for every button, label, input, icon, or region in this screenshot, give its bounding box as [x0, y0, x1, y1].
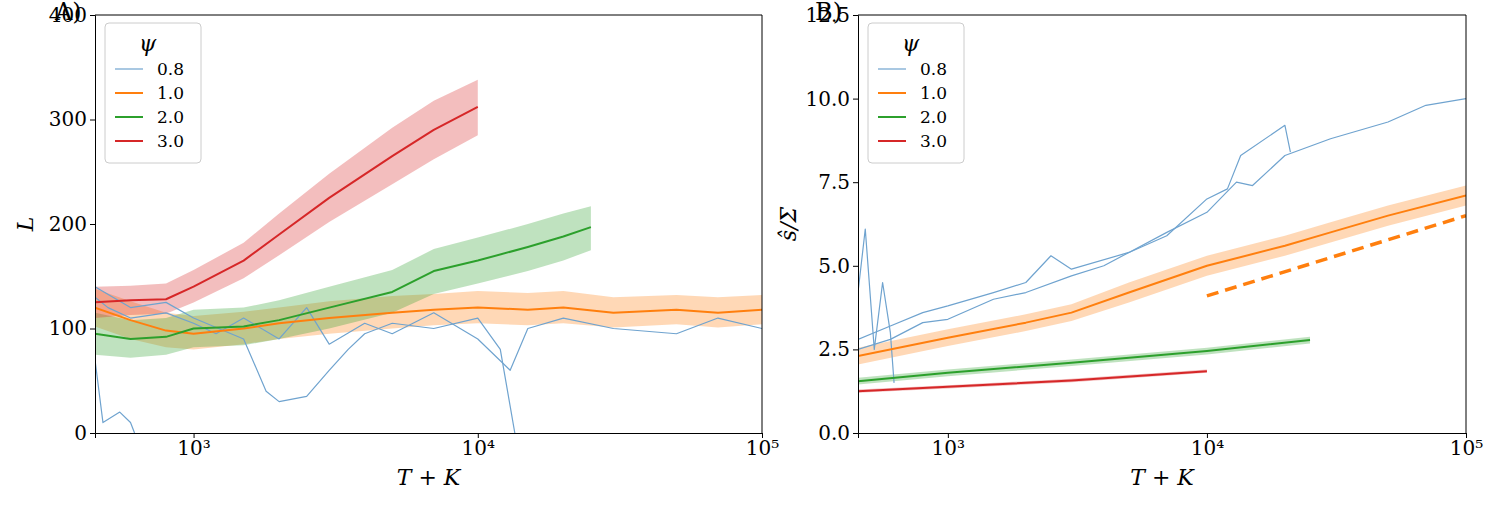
y-axis: 0.02.55.07.510.012.5 [805, 3, 858, 445]
series-line [858, 371, 1207, 391]
tick-mark [853, 99, 858, 100]
tick-label: 10⁴ [462, 436, 495, 460]
x-axis-title: T + K [397, 465, 462, 490]
y-tick: 100 [49, 316, 95, 340]
series-line [95, 308, 762, 334]
frame [858, 15, 1466, 16]
confidence-band [858, 369, 1207, 392]
panel: 10³10⁴10⁵0100200300400T + KLA)ψ0.81.02.0… [13, 0, 779, 490]
tick-mark [853, 266, 858, 267]
legend-label: 1.0 [157, 83, 184, 103]
frame [1466, 15, 1467, 433]
tick-label: 10³ [177, 436, 210, 460]
tick-mark [90, 15, 95, 16]
axis-line [90, 16, 96, 434]
series-line [858, 196, 1466, 357]
legend-swatch [115, 140, 143, 142]
legend-swatch [115, 116, 143, 118]
legend: ψ0.8 1.0 2.0 3.0 [105, 23, 201, 163]
frame [762, 15, 763, 433]
legend-swatch [878, 92, 906, 94]
tick-label: 10³ [932, 436, 965, 460]
y-axis-title: ŝ/Σ [776, 206, 801, 241]
tick-label: 7.5 [818, 170, 850, 194]
y-tick: 10.0 [805, 87, 858, 111]
figure: 10³10⁴10⁵0100200300400T + KLA)ψ0.81.02.0… [0, 0, 1500, 525]
legend-title: ψ [902, 31, 920, 56]
legend-label: 0.8 [920, 59, 947, 79]
x-tick: 10⁴ [462, 433, 495, 460]
y-tick: 0 [74, 421, 95, 445]
confidence-band [858, 337, 1310, 385]
panel-label: A) [54, 0, 82, 26]
x-tick: 10³ [177, 433, 210, 460]
legend-label: 1.0 [920, 83, 947, 103]
tick-mark [90, 433, 95, 434]
legend-label: 0.8 [157, 59, 184, 79]
legend-box [105, 23, 201, 163]
legend: ψ0.8 1.0 2.0 3.0 [868, 23, 964, 163]
series-line [858, 229, 894, 383]
tick-label: 0.0 [818, 421, 850, 445]
tick-mark [90, 120, 95, 121]
legend-label: 2.0 [920, 107, 947, 127]
x-tick: 10⁴ [1191, 433, 1224, 460]
tick-mark [853, 433, 858, 434]
legend-label: 3.0 [920, 131, 947, 151]
legend-box [868, 23, 964, 163]
trend-line [1207, 216, 1466, 296]
x-tick: 10³ [932, 433, 965, 460]
tick-mark [90, 329, 95, 330]
y-axis: 0100200300400 [49, 3, 96, 445]
legend-swatch [878, 68, 906, 69]
legend-label: 2.0 [157, 107, 184, 127]
tick-label: 5.0 [818, 254, 850, 278]
tick-label: 200 [49, 212, 87, 236]
legend-swatch [115, 68, 143, 69]
legend-swatch [115, 92, 143, 94]
series-line [95, 227, 591, 339]
tick-label: 10⁵ [1450, 436, 1483, 460]
tick-label: 100 [49, 316, 87, 340]
frame [95, 15, 762, 16]
tick-label: 10.0 [805, 87, 850, 111]
tick-label: 10⁵ [746, 436, 779, 460]
y-tick: 0.0 [818, 421, 858, 445]
legend-title: ψ [139, 31, 157, 56]
legend-label: 3.0 [157, 131, 184, 151]
series-line [858, 340, 1310, 381]
tick-label: 300 [49, 107, 87, 131]
tick-label: 10⁴ [1191, 436, 1224, 460]
series-line [95, 360, 135, 433]
panel: 10³10⁴10⁵0.02.55.07.510.012.5T + Kŝ/ΣB)ψ… [776, 0, 1483, 490]
axis-line [853, 16, 859, 434]
tick-label: 0 [74, 421, 87, 445]
tick-mark [853, 15, 858, 16]
confidence-band [858, 186, 1466, 365]
tick-mark [853, 182, 858, 183]
tick-label: 2.5 [818, 337, 850, 361]
y-axis-title: L [13, 217, 38, 233]
x-tick: 10⁵ [746, 433, 779, 460]
legend-swatch [878, 116, 906, 118]
y-tick: 5.0 [818, 254, 858, 278]
tick-mark [853, 349, 858, 350]
series-line [95, 297, 762, 370]
x-axis: 10³ 10⁴ 10⁵ [859, 433, 1484, 460]
y-tick: 7.5 [818, 170, 858, 194]
y-tick: 300 [49, 107, 95, 131]
legend-swatch [878, 140, 906, 142]
y-tick: 200 [49, 212, 95, 236]
x-axis: 10³ 10⁴ 10⁵ [96, 433, 780, 460]
panel-label: B) [815, 0, 842, 26]
y-tick: 2.5 [818, 337, 858, 361]
x-tick: 10⁵ [1450, 433, 1483, 460]
tick-mark [90, 224, 95, 225]
x-axis-title: T + K [1130, 465, 1195, 490]
